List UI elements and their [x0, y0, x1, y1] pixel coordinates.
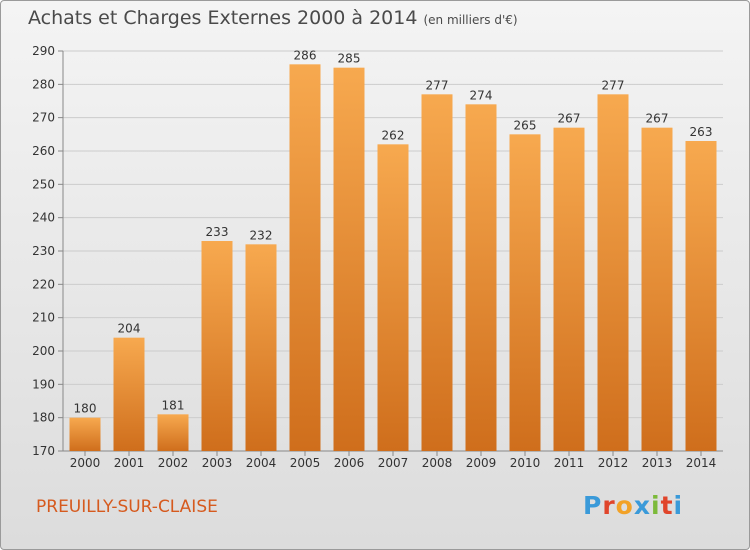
value-label: 180 — [74, 402, 97, 416]
value-label: 277 — [602, 78, 625, 92]
logo-letter: r — [602, 491, 616, 520]
bar-2000 — [69, 417, 101, 451]
bars — [69, 64, 717, 452]
bar-2011 — [553, 127, 585, 452]
title-unit: (en milliers d'€) — [423, 13, 518, 27]
value-label: 285 — [338, 52, 361, 66]
bar-2010 — [509, 134, 541, 452]
bar-2014 — [685, 141, 717, 451]
value-labels: 180 204 181 233 232 286 285 262 277 274 265 267 277 2… — [74, 48, 713, 415]
logo-letter: i — [651, 491, 661, 520]
x-tick-label: 2006 — [334, 456, 365, 470]
chart-title: Achats et Charges Externes 2000 à 2014 (e… — [28, 7, 518, 29]
value-label: 274 — [470, 88, 493, 102]
bar-2006 — [333, 67, 365, 452]
bar-2003 — [201, 241, 233, 451]
value-label: 262 — [382, 128, 405, 142]
y-tick-label: 280 — [32, 77, 55, 91]
y-tick-label: 250 — [32, 177, 55, 191]
bar-2013 — [641, 127, 673, 452]
value-label: 263 — [690, 125, 713, 139]
x-axis-ticks: 2000 2001 2002 2003 2004 2005 2006 2007 2008 2009… — [70, 451, 717, 470]
x-tick-label: 2005 — [290, 456, 321, 470]
value-label: 233 — [206, 225, 229, 239]
x-tick-label: 2008 — [422, 456, 453, 470]
y-tick-label: 210 — [32, 311, 55, 325]
bar-2001 — [113, 337, 145, 451]
x-tick-label: 2007 — [378, 456, 409, 470]
y-tick-label: 290 — [32, 44, 55, 58]
value-label: 286 — [294, 48, 317, 62]
title-text: Achats et Charges Externes 2000 à 2014 — [28, 7, 418, 29]
proxiti-logo[interactable]: Proxiti — [583, 491, 683, 520]
y-tick-label: 200 — [32, 344, 55, 358]
x-tick-label: 2002 — [158, 456, 189, 470]
town-name: PREUILLY-SUR-CLAISE — [36, 497, 218, 517]
x-tick-label: 2000 — [70, 456, 101, 470]
logo-letter: i — [673, 491, 684, 520]
bar-2009 — [465, 104, 497, 451]
bar-2007 — [377, 144, 409, 452]
x-tick-label: 2001 — [114, 456, 145, 470]
y-tick-label: 220 — [32, 277, 55, 291]
value-label: 277 — [426, 78, 449, 92]
y-tick-label: 190 — [32, 377, 55, 391]
x-tick-label: 2011 — [554, 456, 585, 470]
value-label: 204 — [118, 322, 141, 336]
y-tick-label: 270 — [32, 111, 55, 125]
logo-letter: x — [633, 491, 651, 520]
x-tick-label: 2014 — [686, 456, 717, 470]
y-tick-label: 260 — [32, 144, 55, 158]
y-tick-label: 170 — [32, 444, 55, 458]
x-tick-label: 2013 — [642, 456, 673, 470]
y-tick-label: 230 — [32, 244, 55, 258]
value-label: 265 — [514, 118, 537, 132]
bar-2002 — [157, 414, 189, 451]
y-tick-label: 180 — [32, 411, 55, 425]
logo-letter: P — [583, 491, 603, 520]
bar-2008 — [421, 94, 453, 451]
y-axis-ticks: 170 180 190 200 210 220 230 240 250 260 270 280 290 — [32, 44, 55, 458]
value-label: 267 — [558, 112, 581, 126]
x-tick-label: 2003 — [202, 456, 233, 470]
x-tick-label: 2010 — [510, 456, 541, 470]
bar-2012 — [597, 94, 629, 451]
bar-2005 — [289, 64, 321, 452]
x-tick-label: 2012 — [598, 456, 629, 470]
x-tick-label: 2004 — [246, 456, 277, 470]
logo-letter: t — [660, 491, 674, 520]
value-label: 267 — [646, 112, 669, 126]
bar-2004 — [245, 244, 277, 451]
value-label: 181 — [162, 398, 185, 412]
x-tick-label: 2009 — [466, 456, 497, 470]
y-tick-label: 240 — [32, 211, 55, 225]
logo-letter: o — [615, 491, 634, 520]
value-label: 232 — [250, 228, 273, 242]
